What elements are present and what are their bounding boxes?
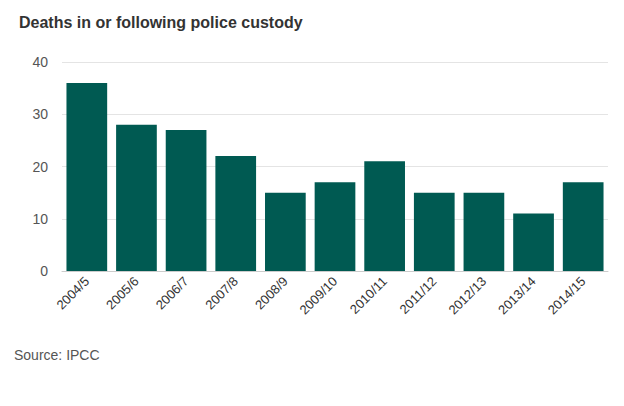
svg-text:2012/13: 2012/13 [445,274,489,318]
svg-text:2014/15: 2014/15 [545,274,589,318]
svg-text:2007/8: 2007/8 [202,274,241,313]
svg-text:Source: IPCC: Source: IPCC [14,347,100,363]
svg-text:40: 40 [32,54,48,70]
svg-text:2010/11: 2010/11 [347,274,390,317]
svg-text:2011/12: 2011/12 [396,274,439,317]
svg-text:2009/10: 2009/10 [297,274,341,318]
svg-text:0: 0 [40,263,48,279]
svg-text:2008/9: 2008/9 [252,274,291,313]
svg-text:2004/5: 2004/5 [53,274,92,313]
svg-text:20: 20 [32,159,48,175]
svg-text:Deaths in or following police: Deaths in or following police custody [19,14,303,31]
svg-text:30: 30 [32,106,48,122]
svg-text:10: 10 [32,211,48,227]
svg-text:2006/7: 2006/7 [153,274,192,313]
svg-text:2005/6: 2005/6 [103,274,142,313]
svg-text:2013/14: 2013/14 [495,274,539,318]
